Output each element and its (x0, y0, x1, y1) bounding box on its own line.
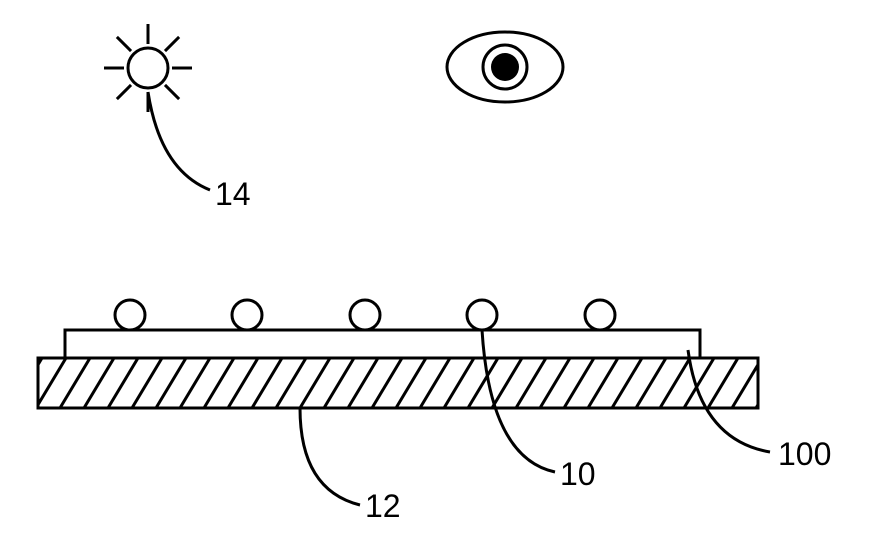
leader-12 (300, 408, 360, 505)
label-10: 10 (560, 456, 596, 493)
element-circle (115, 300, 145, 330)
label-14: 14 (215, 176, 251, 213)
eye-pupil (491, 53, 519, 81)
sun-ray (165, 85, 179, 99)
sun-ray (117, 85, 131, 99)
element-circle (350, 300, 380, 330)
label-100: 100 (778, 436, 831, 473)
sun-icon (128, 48, 168, 88)
leader-14 (148, 92, 210, 190)
technical-diagram (0, 0, 891, 537)
sun-ray (165, 37, 179, 51)
sun-ray (117, 37, 131, 51)
label-12: 12 (365, 488, 401, 525)
element-circle (467, 300, 497, 330)
element-circle (232, 300, 262, 330)
plate (65, 330, 700, 358)
element-circle (585, 300, 615, 330)
